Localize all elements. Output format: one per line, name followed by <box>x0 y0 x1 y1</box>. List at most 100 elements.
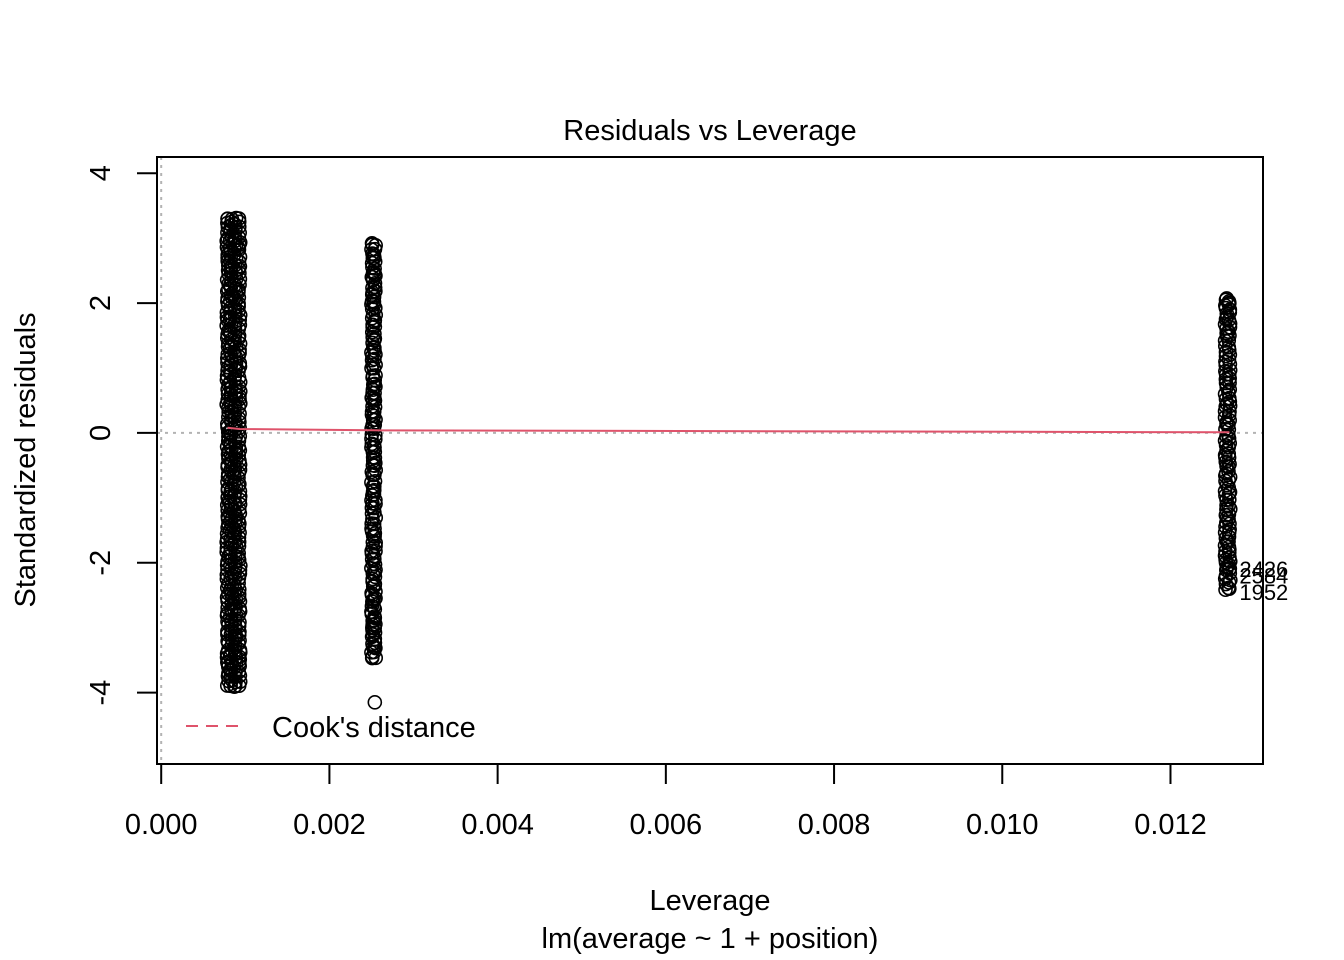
data-point <box>1222 413 1237 428</box>
data-point <box>368 543 383 559</box>
data-point <box>223 260 239 275</box>
data-point <box>367 526 383 541</box>
model-formula-label: lm(average ~ 1 + position) <box>542 923 879 955</box>
data-point <box>220 250 235 265</box>
data-points <box>219 210 1238 710</box>
data-point <box>1221 507 1237 522</box>
data-point <box>232 259 248 274</box>
x-tick-label: 0.010 <box>966 809 1039 841</box>
y-tick-label: 4 <box>85 165 117 181</box>
data-point <box>367 261 382 276</box>
legend: Cook's distance <box>186 712 476 744</box>
data-point <box>1222 581 1237 597</box>
data-point <box>231 550 246 565</box>
data-point <box>1217 403 1233 419</box>
data-point <box>1221 339 1237 355</box>
data-point <box>1222 347 1238 363</box>
y-tick-label: -4 <box>85 680 117 706</box>
y-tick-label: 2 <box>85 295 117 311</box>
data-point <box>231 513 246 528</box>
x-tick-label: 0.000 <box>125 809 198 841</box>
data-point <box>365 269 380 285</box>
data-point <box>368 562 383 578</box>
data-point <box>1222 542 1237 558</box>
data-point <box>1221 427 1236 443</box>
data-point <box>365 594 380 610</box>
data-point <box>1222 456 1237 472</box>
data-point <box>368 535 383 550</box>
data-point <box>232 406 247 422</box>
plot-frame <box>156 156 1264 765</box>
legend-cooks-distance-label: Cook's distance <box>272 712 476 744</box>
data-point <box>223 217 239 233</box>
data-point <box>365 649 380 665</box>
data-point <box>232 566 248 582</box>
data-point <box>1222 295 1237 311</box>
data-point <box>232 277 247 293</box>
data-point <box>1221 534 1236 549</box>
data-point <box>368 584 383 599</box>
data-point <box>368 283 383 299</box>
x-tick-label: 0.002 <box>293 809 366 841</box>
data-point <box>366 482 382 498</box>
data-point <box>1222 371 1237 386</box>
data-point <box>1222 302 1238 317</box>
data-point <box>1219 429 1234 444</box>
data-point <box>231 586 247 602</box>
data-point <box>1221 498 1236 514</box>
smoother-line <box>227 426 1230 434</box>
data-point <box>227 529 242 545</box>
data-point <box>367 331 383 346</box>
data-point <box>228 383 244 399</box>
data-point <box>367 521 382 536</box>
data-point <box>1221 422 1237 437</box>
data-point <box>232 674 248 690</box>
data-point <box>368 357 383 373</box>
data-point <box>367 279 383 295</box>
data-point <box>232 624 247 640</box>
data-point <box>1222 522 1237 537</box>
data-point <box>367 576 383 592</box>
data-point <box>367 610 383 626</box>
data-point <box>366 247 382 262</box>
data-point <box>367 390 382 406</box>
data-point <box>366 437 382 453</box>
data-point <box>367 635 383 651</box>
data-point <box>1222 492 1237 507</box>
data-point <box>1218 311 1234 327</box>
data-point <box>223 662 239 678</box>
data-point <box>232 462 248 478</box>
data-point <box>1222 320 1238 335</box>
data-point <box>367 399 383 415</box>
x-axis: 0.000 0.002 0.004 0.006 0.008 0.010 0.012 <box>125 763 1207 841</box>
data-point <box>232 649 247 665</box>
data-point <box>366 408 382 424</box>
data-point <box>1221 464 1236 479</box>
data-point <box>367 639 383 655</box>
x-tick-label: 0.006 <box>630 809 703 841</box>
data-point <box>231 439 247 455</box>
data-point <box>1218 568 1234 584</box>
data-point <box>227 678 243 694</box>
data-point <box>232 237 247 252</box>
data-point <box>367 695 383 710</box>
data-point <box>231 282 246 297</box>
x-tick-label: 0.012 <box>1134 809 1207 841</box>
data-point <box>1223 572 1238 588</box>
data-point <box>367 427 383 443</box>
data-point <box>366 294 382 309</box>
data-point <box>366 516 382 532</box>
data-point <box>227 639 243 655</box>
data-point <box>232 476 247 492</box>
data-point <box>232 317 248 333</box>
data-point <box>368 368 383 383</box>
chart-title: Residuals vs Leverage <box>563 115 856 147</box>
data-point <box>367 319 383 335</box>
data-point <box>365 237 380 252</box>
data-point <box>367 631 383 647</box>
data-point <box>1221 480 1237 495</box>
data-point <box>368 455 383 471</box>
data-point <box>367 376 383 392</box>
data-point <box>1222 390 1237 406</box>
